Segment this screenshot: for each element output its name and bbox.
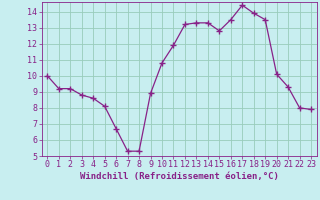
X-axis label: Windchill (Refroidissement éolien,°C): Windchill (Refroidissement éolien,°C): [80, 172, 279, 181]
